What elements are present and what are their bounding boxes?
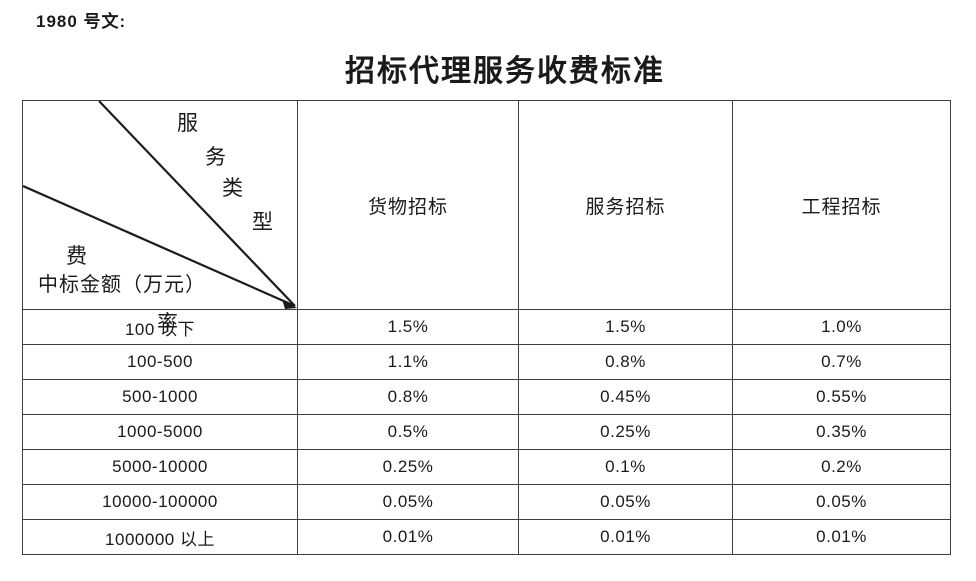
rate-cell: 0.35% [732,414,951,450]
rate-cell: 0.05% [297,484,519,520]
table-header-row: 费 率 服 务 类 型 中标金额（万元） 货物招标 服务招标 工程招标 [22,100,951,334]
rate-cell: 0.01% [297,519,519,555]
amount-range-cell: 100 以下 [22,309,298,345]
corner-label-fee-char-1: 费 [66,244,87,268]
corner-header-cell: 费 率 服 务 类 型 中标金额（万元） [22,100,298,334]
table-row: 100 以下 1.5% 1.5% 1.0% [22,309,951,345]
amount-range-cell: 1000000 以上 [22,519,298,555]
corner-label-fee-char-2: 率 [157,311,178,335]
rate-cell: 0.7% [732,344,951,380]
rate-cell: 1.5% [297,309,519,345]
rate-cell: 0.5% [297,414,519,450]
rate-cell: 0.25% [297,449,519,485]
rate-cell: 0.8% [518,344,733,380]
table-row: 500-1000 0.8% 0.45% 0.55% [22,379,951,415]
corner-cell-content: 费 率 服 务 类 型 中标金额（万元） [23,101,298,334]
fee-standard-table: 费 率 服 务 类 型 中标金额（万元） 货物招标 服务招标 工程招标 100 … [22,100,951,555]
table-row: 10000-100000 0.05% 0.05% 0.05% [22,484,951,520]
rate-cell: 0.8% [297,379,519,415]
amount-range-cell: 1000-5000 [22,414,298,450]
rate-cell: 0.01% [732,519,951,555]
amount-range-cell: 10000-100000 [22,484,298,520]
rate-cell: 0.55% [732,379,951,415]
column-header-engineering: 工程招标 [732,100,951,310]
rate-cell: 1.1% [297,344,519,380]
corner-label-amount: 中标金额（万元） [38,274,206,296]
rate-cell: 0.01% [518,519,733,555]
amount-range-cell: 100-500 [22,344,298,380]
column-header-service: 服务招标 [518,100,733,310]
rate-cell: 1.5% [518,309,733,345]
arrowhead [282,299,297,309]
amount-range-cell: 500-1000 [22,379,298,415]
rate-cell: 0.2% [732,449,951,485]
amount-range-cell: 5000-10000 [22,449,298,485]
rate-cell: 0.25% [518,414,733,450]
column-header-goods: 货物招标 [297,100,519,310]
corner-label-service-char-4: 型 [252,210,273,234]
table-row: 1000-5000 0.5% 0.25% 0.35% [22,414,951,450]
rate-cell: 0.45% [518,379,733,415]
rate-cell: 1.0% [732,309,951,345]
corner-label-service-char-2: 务 [205,145,226,169]
diagonal-divider-lines [23,101,297,309]
corner-label-service-char-3: 类 [222,176,243,200]
table-row: 1000000 以上 0.01% 0.01% 0.01% [22,519,951,555]
table-row: 100-500 1.1% 0.8% 0.7% [22,344,951,380]
rate-cell: 0.1% [518,449,733,485]
corner-label-service-char-1: 服 [177,111,198,135]
rate-cell: 0.05% [518,484,733,520]
page-title: 招标代理服务收费标准 [345,55,665,88]
table-row: 5000-10000 0.25% 0.1% 0.2% [22,449,951,485]
doc-number-label: 1980 号文: [36,12,127,31]
rate-cell: 0.05% [732,484,951,520]
